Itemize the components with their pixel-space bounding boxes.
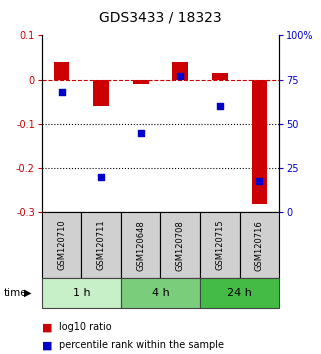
Point [138,130,143,136]
Point [217,103,222,109]
Text: GSM120711: GSM120711 [97,220,106,270]
Text: GSM120648: GSM120648 [136,220,145,270]
Bar [200,278,279,308]
Text: 1 h: 1 h [73,288,90,298]
Text: ■: ■ [42,322,52,332]
Text: GDS3433 / 18323: GDS3433 / 18323 [99,11,222,25]
Text: GSM120716: GSM120716 [255,220,264,270]
Point [257,178,262,183]
Bar [121,212,160,278]
Text: GSM120715: GSM120715 [215,220,224,270]
Bar [121,278,200,308]
Text: percentile rank within the sample: percentile rank within the sample [59,340,224,350]
Bar [200,212,240,278]
Bar [42,212,81,278]
Bar [54,62,69,80]
Bar [212,73,228,80]
Point [99,174,104,180]
Text: GSM120710: GSM120710 [57,220,66,270]
Bar [172,62,188,80]
Text: 4 h: 4 h [152,288,169,298]
Bar [252,80,267,204]
Bar [160,212,200,278]
Text: log10 ratio: log10 ratio [59,322,112,332]
Bar [42,278,121,308]
Bar [81,212,121,278]
Bar [93,80,109,106]
Text: time: time [3,288,27,298]
Bar [133,80,149,84]
Point [59,89,64,95]
Bar [240,212,279,278]
Text: 24 h: 24 h [227,288,252,298]
Text: GSM120708: GSM120708 [176,220,185,270]
Point [178,73,183,79]
Text: ▶: ▶ [23,288,31,298]
Text: ■: ■ [42,340,52,350]
